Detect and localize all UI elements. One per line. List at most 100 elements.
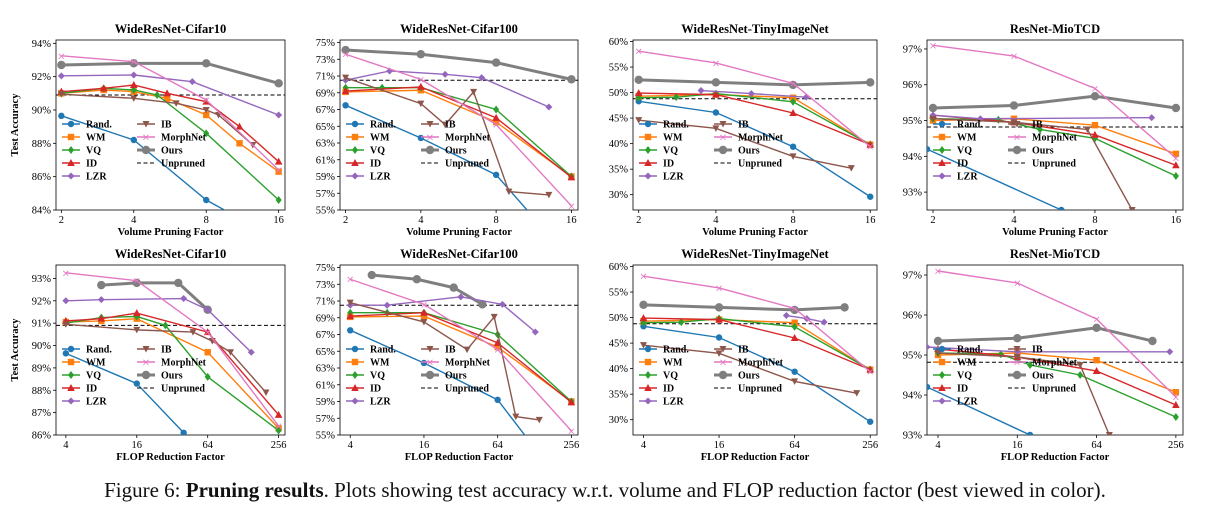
legend-label: ID (957, 384, 968, 395)
legend-label: WM (370, 133, 390, 144)
x-tick-label: 4 (935, 440, 941, 451)
marker-morphnet: ⨯ (719, 358, 727, 369)
marker-morphnet: ⨯ (1013, 279, 1021, 290)
marker-morphnet: ⨯ (202, 96, 210, 107)
x-tick-label: 256 (862, 440, 878, 451)
series-line-rand (638, 100, 871, 198)
plot-frame (55, 264, 286, 436)
plot-area: ⨯ ⨯ ⨯ ⨯ (340, 270, 578, 435)
legend-label: Ours (445, 371, 467, 382)
marker-ib (712, 125, 720, 132)
marker-wm (791, 319, 798, 326)
series-line-morphnet (643, 275, 871, 373)
marker-id (567, 398, 576, 406)
legend-label: Rand. (957, 345, 983, 356)
legend-label: LZR (370, 397, 391, 408)
legend-label: LZR (663, 397, 684, 408)
marker-id (67, 159, 75, 166)
marker-wm (1172, 389, 1180, 396)
legend-label: WM (86, 358, 106, 369)
chart-title: WideResNet-TinyImageNet (681, 22, 829, 36)
legend-label: VQ (86, 146, 101, 157)
marker-id (1091, 130, 1099, 138)
marker-morphnet: ⨯ (133, 276, 141, 287)
marker-ours (639, 300, 648, 310)
marker-morphnet: ⨯ (790, 304, 798, 315)
marker-id (97, 314, 106, 322)
x-tick-label: 16 (1012, 440, 1023, 451)
x-axis-label: FLOP Reduction Factor (116, 452, 225, 463)
x-tick-label: 16 (419, 440, 430, 451)
legend-label: ID (663, 159, 674, 170)
x-tick-label: 4 (63, 440, 69, 451)
x-tick-label: 256 (563, 440, 579, 451)
marker-ours (1148, 336, 1157, 346)
series-line-ours (61, 61, 280, 85)
plot-frame (339, 264, 579, 436)
marker-ours (1092, 323, 1101, 332)
marker-morphnet: ⨯ (57, 51, 65, 62)
marker-ib (639, 342, 647, 349)
marker-lzr (67, 397, 75, 405)
series-line-id (937, 348, 1177, 406)
plot-frame (926, 39, 1184, 211)
marker-vq (995, 115, 1002, 124)
marker-vq (275, 196, 282, 204)
marker-ib (130, 95, 138, 102)
y-tick-label: 61% (316, 155, 336, 166)
y-tick-label: 84% (32, 206, 52, 217)
series-line-morphnet (345, 53, 572, 207)
series-line-ib (345, 77, 549, 196)
legend-label: Unpruned (738, 384, 782, 395)
marker-id (1172, 401, 1180, 408)
series-line-id (643, 317, 871, 371)
marker-wm (1172, 150, 1180, 158)
marker-id (417, 82, 425, 90)
marker-ib (791, 378, 799, 385)
marker-lzr (351, 397, 359, 405)
y-tick-label: 88% (32, 386, 52, 397)
y-tick-label: 59% (316, 397, 336, 408)
legend-label: IB (1032, 345, 1043, 356)
marker-vq (68, 371, 74, 379)
plot-frame (632, 264, 878, 436)
marker-ib (1013, 354, 1021, 361)
marker-lzr (782, 312, 790, 320)
marker-ours (341, 45, 350, 55)
marker-morphnet: ⨯ (1092, 315, 1100, 326)
x-tick-label: 4 (348, 440, 354, 451)
series-line-rand (927, 148, 1062, 210)
marker-vq (791, 322, 798, 331)
legend-label: Ours (161, 146, 183, 157)
marker-rand (58, 112, 65, 120)
y-tick-label: 94% (903, 391, 923, 402)
chart-panel-3: ResNet-MioTCD 2 4 8 16 Volume Pruning Factor 9… (903, 22, 1184, 238)
legend: Rand. WM VQ ID LZR IB ⨯ MorphNet Ours Unpruned (639, 345, 784, 408)
marker-vq (1037, 125, 1044, 134)
marker-id (99, 84, 108, 92)
marker-ib (1128, 207, 1136, 210)
marker-id (644, 159, 652, 166)
figure: WideResNet-Cifar10 2 4 8 16 Volume Pruning Fa… (10, 22, 1184, 463)
marker-ib (417, 100, 425, 108)
marker-ib (719, 121, 727, 128)
marker-ours (141, 370, 151, 380)
marker-ib (441, 121, 449, 129)
y-tick-label: 60% (609, 37, 629, 48)
marker-id (129, 81, 138, 88)
series-line-rand (927, 386, 1031, 435)
marker-morphnet: ⨯ (1172, 393, 1180, 404)
marker-rand (715, 334, 723, 341)
marker-morphnet: ⨯ (789, 79, 797, 90)
marker-vq (203, 129, 210, 138)
legend-label: MorphNet (738, 133, 784, 144)
legend-label: Unpruned (445, 159, 489, 170)
x-tick-label: 2 (59, 215, 64, 226)
marker-ours (141, 145, 151, 155)
marker-ib (202, 107, 210, 114)
marker-vq (1027, 361, 1034, 369)
marker-ours (367, 270, 376, 280)
y-tick-label: 50% (609, 313, 629, 324)
y-tick-label: 55% (316, 431, 336, 442)
legend-label: Rand. (663, 345, 689, 356)
